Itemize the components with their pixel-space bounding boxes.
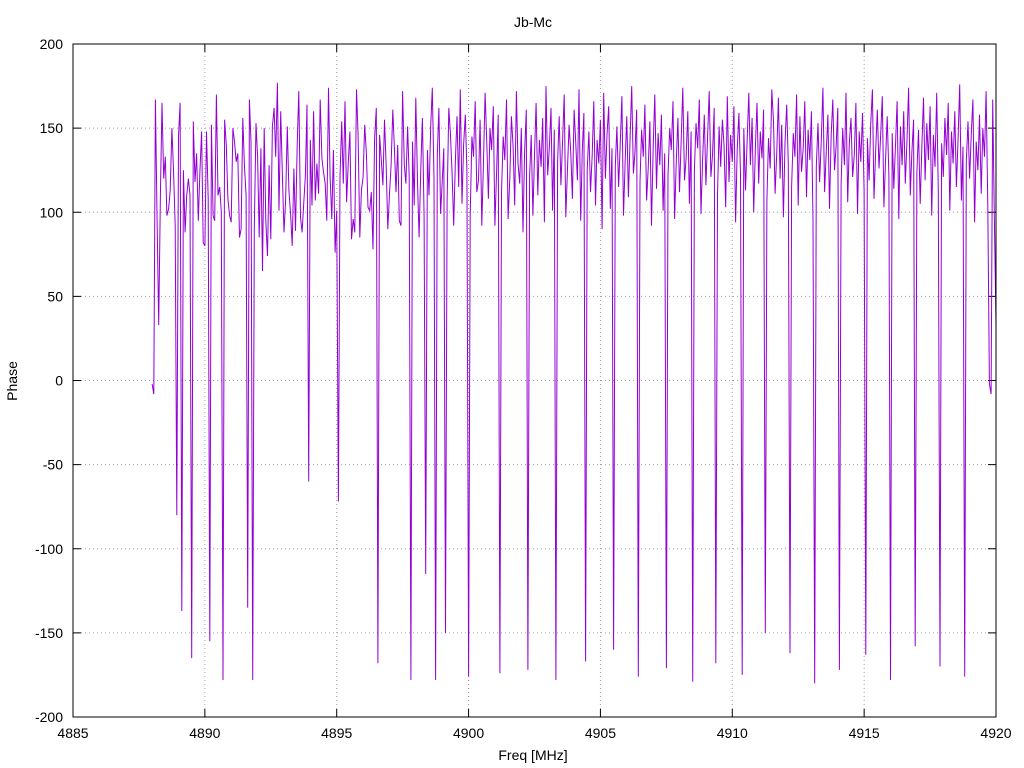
x-tick-label: 4915	[849, 725, 880, 741]
x-axis-label: Freq [MHz]	[498, 747, 567, 763]
y-axis-ticks: -200 -150 -100 -50 0 50 100 150 200	[35, 36, 996, 725]
chart-title: Jb-Mc	[514, 14, 552, 30]
x-tick-label: 4905	[585, 725, 616, 741]
plot-border	[72, 43, 997, 718]
y-tick-label: 150	[40, 120, 64, 136]
y-axis-label: Phase	[4, 361, 20, 401]
y-tick-label: -150	[35, 625, 63, 641]
series-line	[151, 82, 997, 684]
x-tick-label: 4895	[321, 725, 352, 741]
x-tick-label: 4920	[980, 725, 1011, 741]
y-tick-label: 0	[55, 373, 63, 389]
x-tick-label: 4910	[717, 725, 748, 741]
y-tick-label: -100	[35, 541, 63, 557]
x-axis-ticks: 4885 4890 4895 4900 4905 4910 4915 4920	[57, 44, 1012, 741]
series-phase	[151, 82, 997, 684]
y-tick-label: 50	[47, 288, 63, 304]
y-tick-label: 200	[40, 36, 64, 52]
x-tick-label: 4900	[453, 725, 484, 741]
y-tick-label: -50	[43, 457, 63, 473]
x-tick-label: 4890	[189, 725, 220, 741]
y-tick-label: 100	[40, 204, 64, 220]
y-tick-label: -200	[35, 709, 63, 725]
x-tick-label: 4885	[57, 725, 88, 741]
